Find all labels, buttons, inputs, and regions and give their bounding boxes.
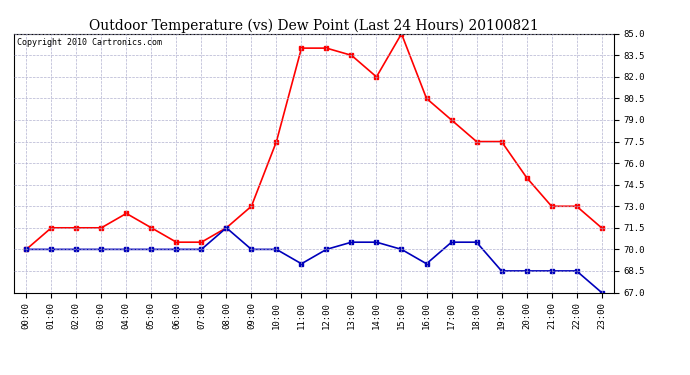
Text: Copyright 2010 Cartronics.com: Copyright 2010 Cartronics.com	[17, 38, 161, 46]
Title: Outdoor Temperature (vs) Dew Point (Last 24 Hours) 20100821: Outdoor Temperature (vs) Dew Point (Last…	[89, 18, 539, 33]
